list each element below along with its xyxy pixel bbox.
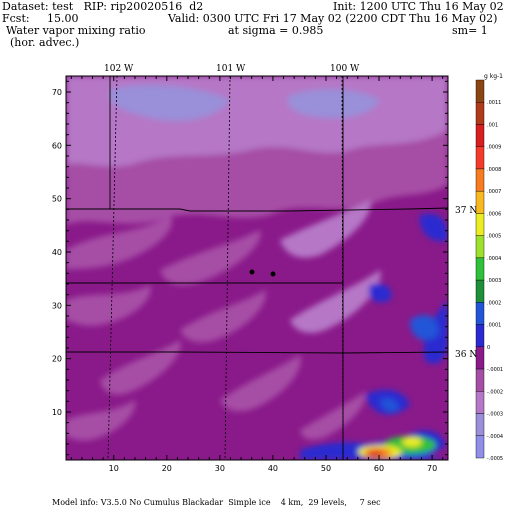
colorbar-label: .0003: [487, 278, 501, 284]
colorbar-swatch: [475, 168, 485, 192]
forecast-label: Fcst: 15.00: [2, 12, 79, 25]
colorbar-label: -.0001: [487, 367, 503, 373]
colorbar-swatch: [475, 124, 485, 147]
colorbar-label: -.0004: [487, 434, 503, 440]
y-tick-label: 70: [52, 88, 62, 97]
colorbar-swatch: [475, 146, 485, 170]
advection-label: (hor. advec.): [10, 36, 80, 49]
colorbar-swatch: [475, 368, 485, 392]
colorbar-label: .0002: [487, 300, 501, 306]
colorbar-label: -.0003: [487, 412, 503, 418]
colorbar-swatch: [475, 279, 485, 303]
sigma-level: at sigma = 0.985: [228, 24, 324, 37]
colorbar-swatch: [475, 413, 485, 436]
colorbar-label: -.0005: [487, 456, 503, 462]
colorbar-unit: g kg-1: [484, 73, 503, 80]
longitude-label-100: 100 W: [330, 64, 360, 74]
longitude-label-101: 101 W: [216, 64, 246, 74]
colorbar-swatch: [475, 213, 485, 236]
x-tick-label: 70: [427, 464, 437, 473]
colorbar-swatch: [475, 346, 485, 370]
colorbar-swatch: [475, 102, 485, 125]
longitude-label-102: 102 W: [104, 64, 134, 74]
station-marker: [249, 269, 255, 275]
colorbar-swatch: [475, 190, 485, 214]
colorbar: .0011 .001 .0009 .0008 .0007 .0006 .0005 .0004.…: [475, 79, 503, 462]
x-tick-label: 40: [268, 464, 278, 473]
y-tick-label: 30: [52, 301, 62, 310]
dataset-label: Dataset: test RIP: rip20020516 d2: [2, 0, 204, 13]
valid-label: Valid: 0300 UTC Fri 17 May 02 (2200 CDT …: [168, 12, 498, 25]
smoothing-label: sm= 1: [452, 24, 488, 37]
colorbar-label: .0004: [487, 256, 501, 262]
colorbar-swatch: [475, 435, 485, 459]
x-tick-label: 20: [162, 464, 172, 473]
colorbar-swatch: [475, 302, 485, 325]
mixing-ratio-field: [66, 76, 448, 460]
x-tick-label: 10: [109, 464, 119, 473]
colorbar-label: -.0002: [487, 389, 503, 395]
colorbar-swatch: [475, 257, 485, 281]
colorbar-label: 0: [487, 345, 490, 351]
y-tick-label: 50: [52, 195, 62, 204]
axis-ticks: [66, 76, 448, 460]
field-name: Water vapor mixing ratio: [6, 24, 146, 37]
colorbar-label: .0009: [487, 145, 501, 151]
x-tick-label: 30: [215, 464, 225, 473]
model-info: Model info: V3.5.0 No Cumulus Blackadar …: [52, 498, 381, 507]
colorbar-label: .001: [487, 122, 498, 128]
x-tick-label: 50: [321, 464, 331, 473]
colorbar-label: .0007: [487, 189, 501, 195]
y-tick-label: 40: [52, 248, 62, 257]
latitude-label-37: 37 N: [455, 206, 477, 216]
axis-tick-labels: 10 20 30 40 50 60 70 10 20 30 40 50 60 70: [52, 88, 437, 473]
colorbar-label: .0001: [487, 323, 501, 329]
y-tick-label: 60: [52, 141, 62, 150]
y-tick-label: 10: [52, 408, 62, 417]
grid-meridians: [107, 76, 344, 460]
station-marker: [270, 271, 276, 277]
latitude-label-36: 36 N: [455, 350, 477, 360]
colorbar-swatch: [475, 324, 485, 348]
plot-frame: [65, 75, 449, 461]
init-label: Init: 1200 UTC Thu 16 May 02: [333, 0, 504, 13]
colorbar-swatch: [475, 235, 485, 259]
x-tick-label: 60: [374, 464, 384, 473]
colorbar-swatch: [475, 79, 485, 103]
colorbar-label: .0011: [487, 100, 501, 106]
colorbar-label: .0006: [487, 211, 501, 217]
colorbar-label: .0008: [487, 167, 501, 173]
y-tick-label: 20: [52, 355, 62, 364]
colorbar-swatch: [475, 391, 485, 414]
colorbar-label: .0005: [487, 234, 501, 240]
